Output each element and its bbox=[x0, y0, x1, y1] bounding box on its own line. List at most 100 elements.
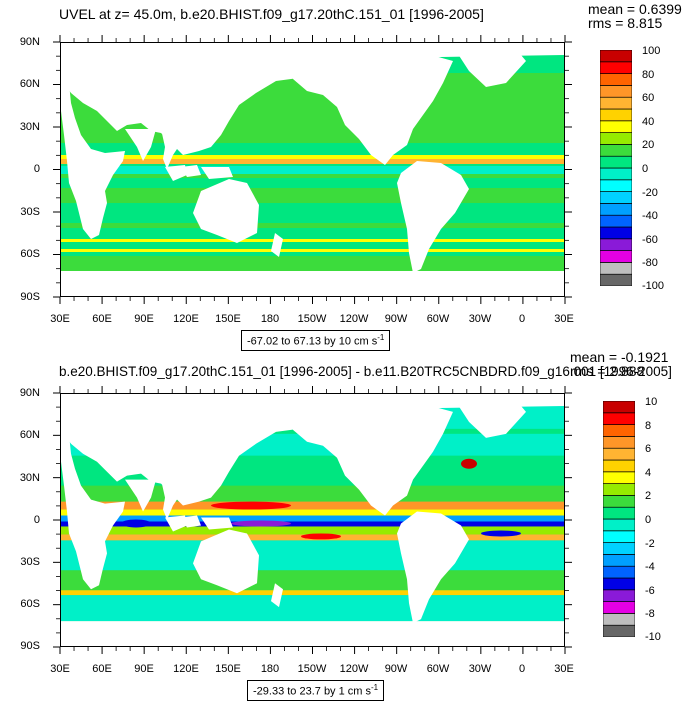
lon-label: 180 bbox=[260, 313, 280, 325]
lat-label: 60N bbox=[19, 78, 40, 90]
land-mass bbox=[291, 403, 453, 516]
field-band bbox=[61, 239, 564, 242]
field-band bbox=[61, 540, 564, 571]
land-mass bbox=[125, 479, 156, 512]
colorbar-swatch bbox=[603, 506, 635, 520]
land-mass bbox=[61, 394, 564, 506]
field-anomaly bbox=[121, 519, 151, 528]
lat-label: 30N bbox=[19, 472, 40, 484]
lat-label: 60N bbox=[19, 429, 40, 441]
land-mass bbox=[161, 129, 185, 169]
colorbar-swatches bbox=[600, 50, 632, 286]
colorbar-label: -80 bbox=[642, 257, 658, 269]
colorbar-swatch bbox=[603, 624, 635, 637]
lon-label: 180 bbox=[260, 663, 280, 675]
colorbar-label: 10 bbox=[645, 396, 658, 408]
colorbar-label: -20 bbox=[642, 187, 658, 199]
contour-range-box: -67.02 to 67.13 by 10 cm s-1 bbox=[241, 330, 391, 351]
lon-label: 30E bbox=[554, 663, 574, 675]
colorbar-swatch bbox=[603, 542, 635, 555]
colorbar-swatch bbox=[600, 167, 632, 181]
field-band bbox=[61, 590, 564, 596]
contour-range-box: -29.33 to 23.7 by 1 cm s-1 bbox=[247, 680, 385, 701]
field-band bbox=[61, 249, 564, 252]
colorbar-label: 60 bbox=[642, 92, 655, 104]
lat-label: 60S bbox=[20, 248, 40, 260]
field-band bbox=[61, 501, 564, 510]
colorbar-label: -8 bbox=[645, 608, 655, 620]
colorbar-label: -10 bbox=[645, 631, 661, 643]
land-mass bbox=[211, 99, 225, 123]
land-mass bbox=[61, 271, 564, 296]
lat-label: 30S bbox=[20, 206, 40, 218]
lat-label: 90N bbox=[19, 387, 40, 399]
land-mass bbox=[61, 61, 125, 239]
colorbar-swatch bbox=[600, 238, 632, 251]
lon-label: 150E bbox=[215, 663, 241, 675]
lon-label: 150W bbox=[297, 663, 327, 675]
map-field bbox=[61, 43, 564, 296]
land-mass bbox=[397, 161, 469, 273]
mean-value: mean = 0.6399 bbox=[588, 1, 682, 17]
lon-label: 60E bbox=[92, 663, 112, 675]
colorbar-label: 0 bbox=[642, 163, 649, 175]
lon-label: 150W bbox=[297, 313, 327, 325]
colorbar-swatch bbox=[600, 262, 632, 275]
lon-label: 60E bbox=[92, 313, 112, 325]
field-band bbox=[61, 595, 564, 622]
land-mass bbox=[193, 529, 259, 594]
lon-label: 90W bbox=[384, 313, 408, 325]
lon-label: 30E bbox=[50, 663, 70, 675]
lat-label: 90S bbox=[20, 640, 40, 652]
lon-label: 90E bbox=[134, 663, 154, 675]
field-band bbox=[61, 521, 564, 527]
map-title: b.e20.BHIST.f09_g17.20thC.151_01 [1996-2… bbox=[59, 364, 672, 379]
map-title: UVEL at z= 45.0m, b.e20.BHIST.f09_g17.20… bbox=[59, 6, 484, 22]
colorbar-label: -100 bbox=[642, 280, 665, 292]
colorbar-swatch bbox=[600, 120, 632, 133]
colorbar-label: 20 bbox=[642, 139, 655, 151]
colorbar-label: -2 bbox=[645, 538, 655, 550]
lon-label: 120W bbox=[339, 313, 369, 325]
lon-label: 90E bbox=[134, 313, 154, 325]
colorbar-swatch bbox=[600, 108, 632, 122]
field-anomaly bbox=[231, 520, 291, 527]
colorbar-swatch bbox=[600, 132, 632, 145]
colorbar-swatch bbox=[603, 459, 635, 473]
map-plot-area bbox=[60, 393, 565, 647]
land-mass bbox=[291, 53, 453, 165]
lon-label: 150E bbox=[215, 313, 241, 325]
map-tick-marks bbox=[53, 386, 572, 654]
colorbar-label: 2 bbox=[645, 490, 652, 502]
lon-label: 120E bbox=[173, 313, 199, 325]
field-band bbox=[61, 155, 564, 161]
colorbar-label: -40 bbox=[642, 210, 658, 222]
colorbar-swatch bbox=[600, 144, 632, 157]
colorbar-swatch bbox=[603, 412, 635, 425]
land-mass bbox=[193, 179, 259, 243]
field-anomaly bbox=[301, 533, 341, 540]
lat-label: 0 bbox=[33, 514, 40, 526]
colorbar-swatch bbox=[603, 601, 635, 614]
mean-value: mean = -0.1921 bbox=[570, 349, 669, 365]
rms-value: rms = 8.815 bbox=[588, 15, 663, 31]
lon-label: 0 bbox=[518, 313, 526, 325]
colorbar-label: 6 bbox=[645, 443, 652, 455]
land-mass bbox=[201, 517, 233, 530]
land-mass bbox=[161, 479, 185, 520]
field-anomaly bbox=[481, 530, 521, 537]
colorbar-swatch bbox=[600, 226, 632, 240]
colorbar-swatch bbox=[603, 565, 635, 579]
map-tick-marks bbox=[53, 35, 572, 304]
lon-label: 120E bbox=[173, 663, 199, 675]
map-field bbox=[61, 394, 564, 646]
land-mass bbox=[165, 165, 187, 181]
colorbar bbox=[603, 401, 635, 637]
land-mass bbox=[211, 449, 225, 474]
colorbar-swatches bbox=[603, 401, 635, 637]
bottom-map-panel: mean = -0.1921 rms = 2.888 b.e20.BHIST.f… bbox=[0, 349, 700, 701]
lon-label: 30W bbox=[468, 313, 492, 325]
colorbar-swatch bbox=[600, 214, 632, 228]
colorbar-swatch bbox=[603, 495, 635, 508]
colorbar-label: 80 bbox=[642, 69, 655, 81]
